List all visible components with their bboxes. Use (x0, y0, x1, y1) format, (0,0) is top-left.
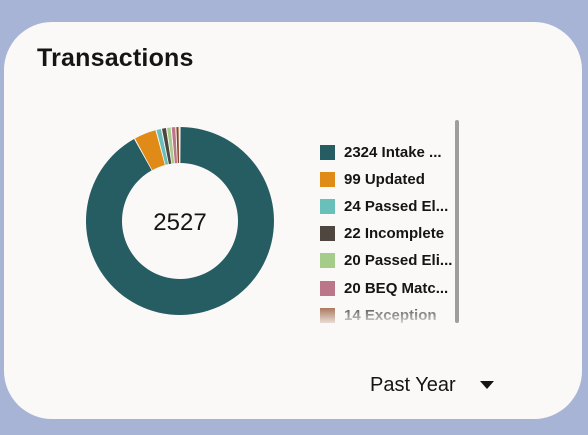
legend-label: 20 BEQ Matc... (344, 279, 449, 297)
donut-slice[interactable] (171, 127, 178, 164)
donut-slice[interactable] (176, 127, 180, 164)
legend-item[interactable]: 22 Incomplete (320, 224, 460, 244)
donut-slice[interactable] (167, 127, 175, 164)
donut-svg: 2527 (85, 127, 275, 315)
legend-label: 20 Passed Eli... (344, 252, 453, 270)
legend-swatch (320, 253, 335, 269)
legend-item[interactable]: 14 Exception (320, 305, 460, 325)
chart-legend[interactable]: 2324 Intake ... 99 Updated 24 Passed El...… (320, 118, 460, 326)
period-dropdown[interactable]: Past Year (370, 371, 494, 399)
legend-swatch (320, 144, 335, 160)
donut-total-label: 2527 (153, 209, 206, 236)
legend-swatch (320, 280, 335, 296)
legend-item[interactable]: 20 Passed Eli... (320, 251, 460, 271)
legend-item[interactable]: 24 Passed El... (320, 196, 460, 216)
legend-label: 99 Updated (344, 170, 425, 188)
legend-item[interactable]: 20 BEQ Matc... (320, 278, 460, 298)
legend-scrollbar[interactable] (455, 120, 459, 323)
legend-item[interactable]: 2324 Intake ... (320, 142, 460, 162)
donut-slice[interactable] (85, 127, 275, 315)
legend-label: 14 Exception (344, 306, 437, 324)
donut-slice[interactable] (156, 128, 169, 165)
period-label: Past Year (370, 373, 456, 396)
legend-label: 22 Incomplete (344, 225, 445, 243)
legend-label: 24 Passed El... (344, 197, 449, 215)
donut-chart: 2527 (85, 126, 275, 316)
legend-swatch (320, 226, 335, 242)
legend-swatch (320, 307, 335, 323)
legend-label: 2324 Intake ... (344, 143, 442, 161)
chevron-down-icon[interactable] (479, 381, 494, 389)
transactions-card: Transactions 2527 2324 Intake ... 99 Upda… (4, 22, 582, 419)
donut-slice[interactable] (161, 128, 172, 165)
legend-swatch (320, 171, 335, 187)
card-title: Transactions (37, 44, 194, 72)
legend-swatch (320, 198, 335, 214)
donut-slice[interactable] (135, 130, 165, 171)
legend-item[interactable]: 99 Updated (320, 169, 460, 189)
